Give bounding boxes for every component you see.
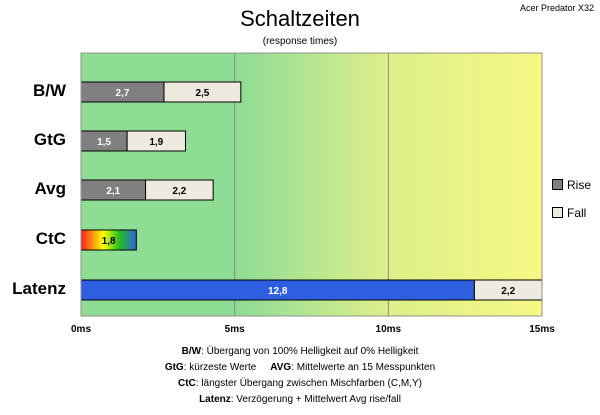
chart-subtitle: (response times)	[262, 36, 338, 47]
legend-label-fall: Fall	[567, 206, 587, 220]
plot-border	[80, 52, 543, 317]
legend-item-rise: Rise	[552, 178, 591, 192]
category-label-1: GtG	[33, 130, 66, 149]
x-tick-label-2: 10ms	[375, 324, 402, 335]
note-gtg-avg: GtG: kürzeste Werte AVG: Mittelwerte an …	[164, 362, 436, 373]
data-label-fall-2: 2,2	[172, 186, 186, 197]
legend-item-fall: Fall	[552, 206, 586, 220]
data-label-rise-4: 12,8	[268, 286, 288, 297]
bar-fall-1	[126, 130, 186, 152]
x-tick-label-1: 5ms	[224, 324, 245, 335]
x-tick-label-0: 0ms	[70, 324, 91, 335]
chart-title: Schaltzeiten	[240, 6, 360, 31]
data-label-rise-0: 2,7	[116, 88, 130, 99]
legend-swatch-fall	[552, 207, 563, 218]
legend-label-rise: Rise	[567, 178, 592, 192]
data-label-fall-4: 2,2	[501, 286, 515, 297]
note-bw: B/W: Übergang von 100% Helligkeit auf 0%…	[181, 346, 419, 357]
legend-swatch-rise	[552, 179, 563, 190]
category-label-2: Avg	[34, 179, 67, 198]
bar-fall-0	[163, 81, 242, 103]
note-latenz: Latenz: Verzögerung + Mittelwert Avg ris…	[199, 394, 401, 405]
category-label-0: B/W	[32, 81, 66, 100]
data-label-rise-1: 1,5	[97, 137, 111, 148]
data-label-fall-1: 1,9	[149, 137, 163, 148]
bar-fall-2	[145, 179, 214, 201]
chart-notes: B/W: Übergang von 100% Helligkeit auf 0%…	[0, 344, 600, 408]
data-label-fall-0: 2,5	[195, 88, 209, 99]
category-label-3: CtC	[35, 229, 66, 248]
category-label-4: Latenz	[12, 279, 66, 298]
note-ctc: CtC: längster Übergang zwischen Mischfar…	[178, 378, 422, 389]
x-tick-label-3: 15ms	[529, 324, 555, 335]
data-label-rise-2: 2,1	[106, 186, 120, 197]
model-label: Acer Predator X32	[519, 3, 594, 13]
data-label-rise-3: 1,8	[102, 236, 116, 247]
